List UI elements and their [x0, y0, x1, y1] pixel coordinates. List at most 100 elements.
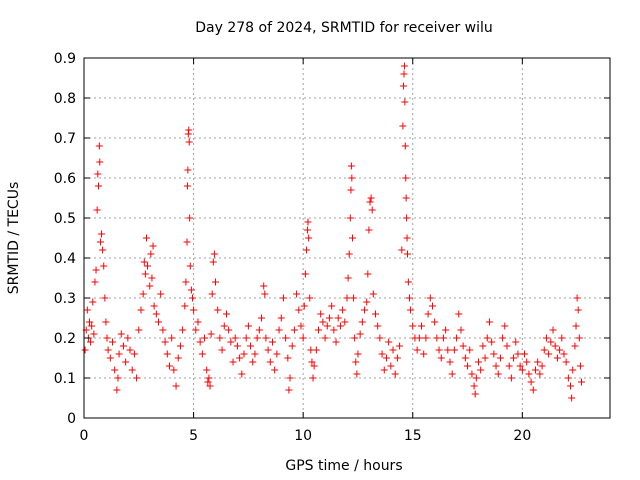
data-point	[81, 346, 89, 354]
data-point	[93, 206, 101, 214]
data-point	[371, 310, 379, 318]
data-point	[304, 226, 312, 234]
data-point	[368, 206, 376, 214]
data-point	[490, 350, 498, 358]
data-point	[212, 278, 219, 286]
data-point	[218, 346, 226, 354]
data-point	[277, 314, 285, 322]
data-point	[446, 358, 454, 366]
x-tick-label: 15	[404, 428, 422, 444]
data-point	[117, 330, 125, 338]
x-tick-label: 5	[189, 428, 198, 444]
data-point	[206, 382, 214, 390]
data-point	[209, 258, 217, 266]
data-point	[507, 374, 515, 382]
data-point	[301, 270, 309, 278]
data-point	[229, 358, 237, 366]
data-point	[187, 286, 195, 294]
data-point	[374, 322, 382, 330]
data-point	[247, 342, 255, 350]
data-point	[302, 246, 310, 254]
data-point	[90, 330, 98, 338]
y-tick-label: 0.8	[54, 91, 76, 107]
data-point	[312, 346, 320, 354]
data-point	[275, 326, 283, 334]
data-point	[290, 326, 298, 334]
data-point	[306, 294, 314, 302]
data-point	[529, 386, 537, 394]
data-point	[225, 326, 233, 334]
data-point	[578, 378, 586, 386]
data-point	[297, 322, 305, 330]
y-tick-label: 0.6	[54, 171, 76, 187]
data-point	[94, 182, 102, 190]
data-point	[461, 354, 469, 362]
data-point	[87, 338, 95, 346]
y-tick-label: 0.9	[54, 51, 76, 67]
data-point	[575, 334, 583, 342]
data-point	[453, 334, 461, 342]
data-point	[494, 370, 502, 378]
data-point	[347, 162, 355, 170]
chart-title: Day 278 of 2024, SRMTID for receiver wil…	[195, 20, 493, 36]
data-point	[334, 314, 342, 322]
data-point	[540, 346, 548, 354]
data-point	[328, 302, 336, 310]
y-tick-label: 0.5	[54, 211, 76, 227]
data-point	[150, 302, 158, 310]
data-point	[536, 370, 544, 378]
data-point	[409, 322, 417, 330]
data-point	[137, 306, 145, 314]
data-point	[249, 358, 257, 366]
data-point	[192, 326, 200, 334]
data-point	[161, 338, 169, 346]
data-point	[391, 370, 399, 378]
data-point	[253, 334, 261, 342]
data-point	[405, 294, 413, 302]
data-point	[521, 350, 529, 358]
data-point	[380, 366, 388, 374]
data-point	[354, 350, 362, 358]
data-point	[365, 226, 373, 234]
data-point	[402, 174, 410, 182]
data-point	[393, 354, 401, 362]
data-point	[576, 362, 584, 370]
data-point	[205, 374, 213, 382]
data-point	[130, 350, 138, 358]
data-point	[560, 350, 568, 358]
data-point	[531, 366, 539, 374]
data-point	[183, 238, 191, 246]
data-point	[305, 234, 313, 242]
data-point	[88, 322, 96, 330]
data-point	[527, 378, 535, 386]
data-point	[295, 306, 303, 314]
data-point	[285, 386, 293, 394]
data-point	[387, 362, 395, 370]
data-point	[262, 334, 270, 342]
y-tick-label: 0	[67, 411, 76, 427]
data-point	[479, 342, 487, 350]
data-point	[415, 334, 423, 342]
data-point	[114, 374, 122, 382]
data-point	[358, 318, 366, 326]
data-point	[424, 310, 432, 318]
data-point	[346, 214, 354, 222]
data-point	[403, 234, 411, 242]
data-point	[492, 362, 500, 370]
data-point	[293, 290, 301, 298]
axis-ticks: 0 0.1 0.2 0.3 0.4 0.5 0.6 0.7 0.8 0.9 0 5 10 15 20	[54, 51, 610, 444]
data-point	[315, 326, 323, 334]
data-point	[402, 194, 410, 202]
data-point	[352, 358, 360, 366]
data-point	[92, 266, 100, 274]
data-point	[128, 366, 136, 374]
data-point	[475, 358, 482, 366]
data-point	[227, 338, 235, 346]
data-point	[266, 358, 274, 366]
data-point	[547, 338, 555, 346]
data-point	[165, 362, 173, 370]
data-point	[244, 322, 252, 330]
data-point	[155, 318, 163, 326]
data-point	[542, 334, 550, 342]
data-point	[152, 310, 160, 318]
